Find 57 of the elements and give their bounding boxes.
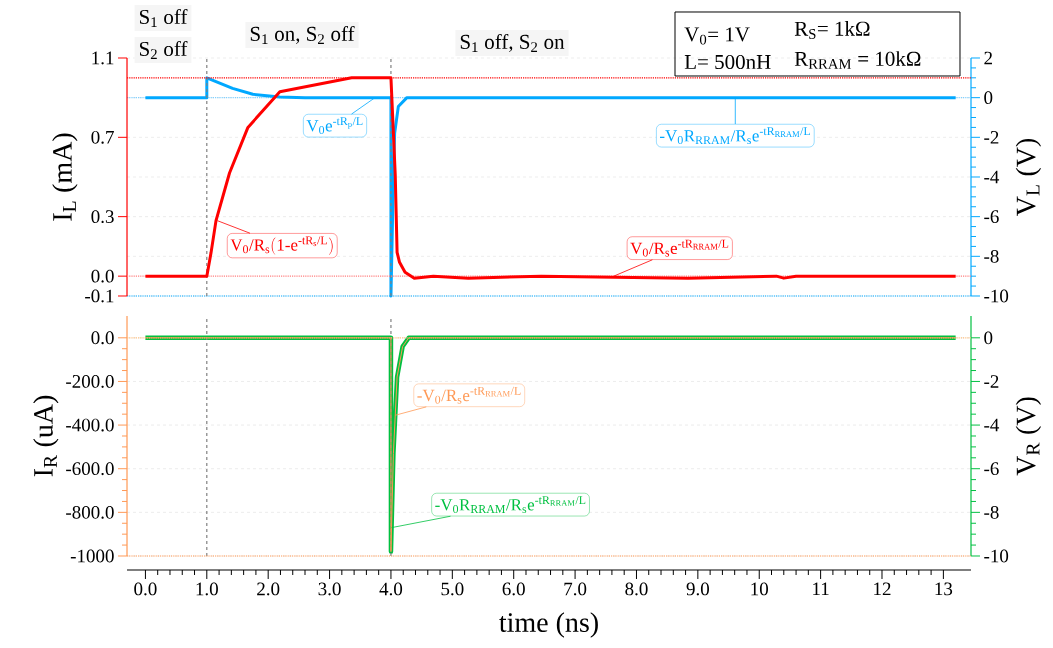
y-axis-title: I$_{L}$ (mA) [52, 133, 78, 221]
annotation: $\mathrm{\textrm{-}V_0R_{RRAM}\textrm{/}R_se^{\textrm{-}tR_{RRAM}\textrm{/}L}}$ [660, 127, 810, 145]
x-tick-label: 0.0 [134, 582, 157, 596]
annotation: L= 500nH [684, 54, 771, 70]
x-tick-label: 9.0 [686, 582, 709, 596]
x-tick-label: 5.0 [441, 582, 464, 596]
y2-tick-label: -4 [984, 170, 1000, 184]
x-tick-label: 11 [813, 582, 829, 596]
y-tick-label: -600.0 [66, 462, 114, 476]
y2-axis-title: V$_{L}$ (V) [1015, 138, 1042, 216]
y2-tick-label: -10 [984, 549, 1009, 563]
text: S$_{1}$ off [139, 9, 188, 27]
text: S$_{1}$ on, S$_{2}$ off [250, 25, 355, 44]
y-tick-label: -400.0 [66, 418, 114, 432]
y2-tick-label: -6 [984, 210, 999, 224]
x-tick-label: 3.0 [318, 582, 341, 596]
y2-tick-label: -8 [984, 249, 999, 263]
y2-tick-label: -8 [984, 505, 999, 519]
x-axis-title: time (ns) [499, 612, 598, 638]
annotation: $\mathrm{\textrm{-}V_0R_{RRAM}\textrm{/}R_se^{\textrm{-}tR_{RRAM}\textrm{/}L}}$ [435, 496, 586, 514]
x-tick-label: 4.0 [379, 582, 403, 596]
annotation: $\mathrm{V_0e^{\textrm{-}tR_p\textrm{/}L}}$ [306, 117, 363, 135]
x-tick-label: 12 [874, 582, 891, 596]
x-tick-label: 13 [935, 582, 953, 596]
y-tick-label: 1.1 [92, 51, 114, 65]
x-tick-label: 10 [751, 582, 768, 596]
text: S$_{1}$ off, S$_{2}$ on [460, 33, 565, 52]
y-tick-label: -800.0 [66, 505, 114, 519]
y2-tick-label: 0 [984, 91, 993, 105]
y-tick-label: -200.0 [66, 375, 114, 388]
y-tick-label: 0.0 [91, 331, 114, 345]
y-tick-label: -0.1 [85, 289, 114, 303]
y-tick-label: 0.0 [91, 269, 114, 283]
y2-tick-label: -2 [984, 131, 999, 144]
annotation: R$_{RRAM}$ = 10kΩ [794, 51, 921, 69]
annotation: $\mathrm{\textrm{-}V_0\textrm{/}R_se^{\textrm{-}tR_{RRAM}\textrm{/}L}}$ [417, 386, 521, 404]
y2-tick-label: -2 [984, 375, 999, 388]
y2-tick-label: -4 [984, 418, 1000, 432]
y2-axis-title: V$_{R}$ (V) [1015, 397, 1042, 476]
y2-tick-label: 0 [984, 331, 993, 345]
y-tick-label: 0.7 [91, 130, 114, 144]
x-tick-label: 8.0 [625, 582, 648, 596]
y-axis-title: I$_{R}$ (uA) [33, 395, 59, 477]
x-tick-label: 7.0 [564, 582, 587, 596]
y2-tick-label: 2 [984, 51, 992, 65]
y-tick-label: -1000 [70, 549, 114, 563]
text: R$_{S}$= 1kΩ [794, 21, 870, 39]
annotation: S$_{2}$ off [139, 41, 188, 59]
annotation: $\mathrm{V_0\textrm{/}R_s(1\textrm{-}e^{\textrm{-}tR_s\textrm{/}L})}$ [230, 236, 333, 255]
y2-tick-label: -10 [984, 289, 1009, 303]
x-tick-label: 1.0 [196, 582, 218, 596]
x-tick-label: 6.0 [502, 582, 525, 596]
text: V$_{0}$= 1V [684, 27, 750, 45]
y-tick-label: 0.3 [91, 210, 114, 224]
annotation: $\mathrm{V_0\textrm{/}R_se^{\textrm{-}tR_{RRAM}\textrm{/}L}}$ [630, 239, 729, 257]
x-tick-label: 2.0 [257, 582, 280, 596]
y2-tick-label: -6 [984, 462, 999, 476]
